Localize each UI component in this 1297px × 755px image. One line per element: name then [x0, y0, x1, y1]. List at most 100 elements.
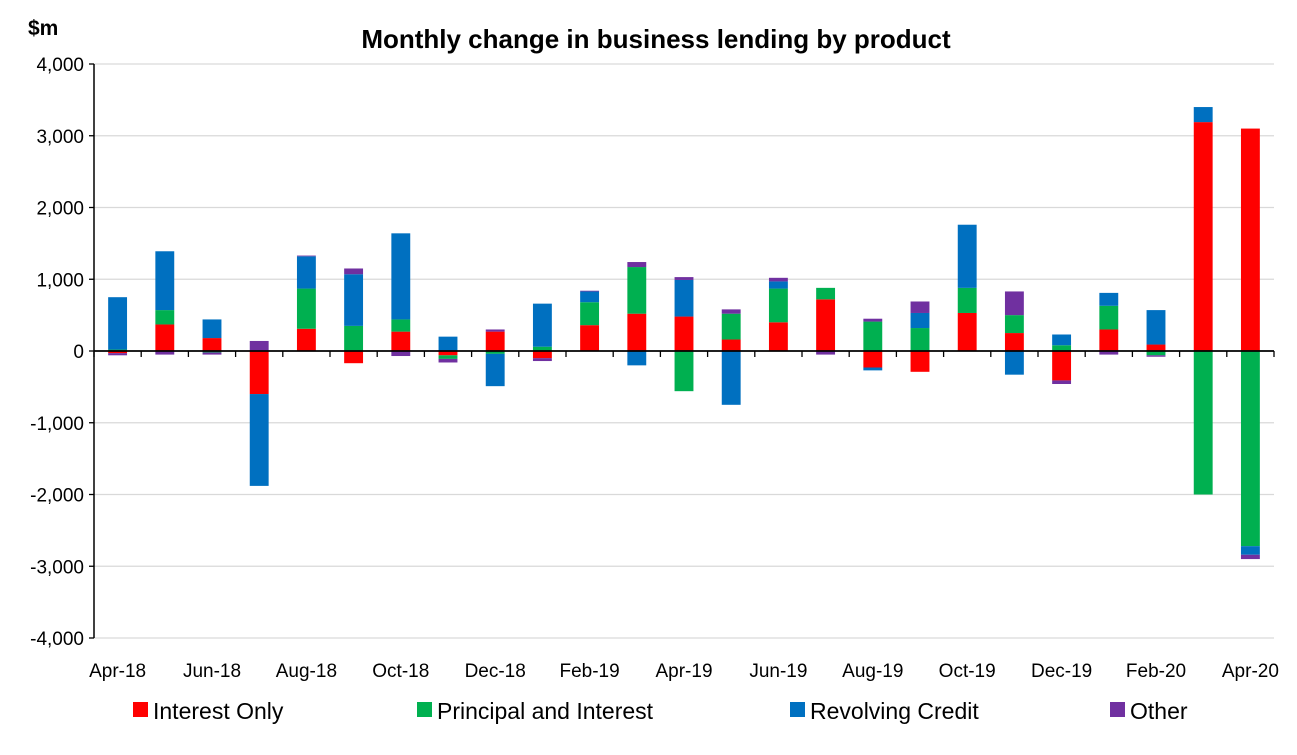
- bar-segment-revolving-credit: [1193, 107, 1213, 123]
- x-tick-label: Feb-20: [1126, 661, 1186, 682]
- y-tick-label: 2,000: [36, 199, 84, 220]
- bar-segment-revolving-credit: [1099, 292, 1119, 306]
- bar-segment-other: [202, 352, 222, 355]
- bar-segment-revolving-credit: [580, 291, 600, 303]
- y-axis-ticks: 4,000 3,000 2,000 1,000 0 -1,000 -2,000 -3,000 -…: [30, 55, 94, 650]
- bar-segment-revolving-credit: [249, 394, 269, 486]
- y-tick-label: 4,000: [36, 55, 84, 76]
- chart-title: Monthly change in business lending by pr…: [361, 24, 951, 54]
- bar-segment-other: [438, 358, 458, 363]
- legend-label: Principal and Interest: [437, 698, 654, 724]
- legend-label: Revolving Credit: [810, 698, 979, 724]
- bar-segment-revolving-credit: [108, 297, 128, 350]
- bar-segment-other: [674, 277, 694, 280]
- bar-segment-principal-and-interest: [532, 346, 552, 351]
- x-tick-label: Aug-19: [842, 661, 903, 682]
- bar-segment-other: [1052, 380, 1072, 385]
- bar-segment-revolving-credit: [344, 274, 364, 326]
- bar-segment-principal-and-interest: [155, 310, 175, 325]
- x-tick-label: Apr-19: [655, 661, 712, 682]
- bar-segment-interest-only: [249, 351, 269, 395]
- bar-segment-interest-only: [202, 338, 222, 351]
- bar-segment-interest-only: [768, 322, 788, 351]
- bar-segment-interest-only: [391, 331, 411, 351]
- bar-segment-other: [1099, 351, 1119, 355]
- legend-label: Other: [1130, 698, 1188, 724]
- bar-segment-interest-only: [957, 312, 977, 351]
- bar-segment-principal-and-interest: [391, 319, 411, 332]
- bar-segment-revolving-credit: [438, 336, 458, 351]
- bar-segment-principal-and-interest: [344, 325, 364, 351]
- bar-segment-principal-and-interest: [1099, 305, 1119, 330]
- bar-segment-revolving-credit: [1146, 310, 1166, 345]
- x-tick-label: Oct-18: [372, 661, 429, 682]
- x-tick-label: Apr-20: [1222, 661, 1279, 682]
- bar-segment-revolving-credit: [391, 233, 411, 320]
- legend-swatch: [1110, 702, 1125, 717]
- bar-segment-interest-only: [1099, 329, 1119, 351]
- bar-segment-principal-and-interest: [910, 328, 930, 351]
- x-tick-label: Apr-18: [89, 661, 146, 682]
- bar-segment-principal-and-interest: [816, 287, 836, 300]
- bar-segment-other: [391, 351, 411, 357]
- bar-segment-interest-only: [627, 313, 647, 351]
- bar-segment-principal-and-interest: [296, 288, 316, 329]
- bar-segment-principal-and-interest: [863, 321, 883, 351]
- bar-segment-revolving-credit: [910, 312, 930, 329]
- bar-segment-other: [108, 353, 128, 356]
- bar-segment-principal-and-interest: [768, 288, 788, 323]
- y-tick-label: 3,000: [36, 127, 84, 148]
- bar-segment-interest-only: [532, 351, 552, 359]
- bar-segment-other: [816, 351, 836, 355]
- y-tick-label: -2,000: [30, 486, 84, 507]
- bar-segment-interest-only: [108, 351, 128, 354]
- bar-segment-interest-only: [863, 351, 883, 368]
- legend: Interest Only Principal and Interest Revol…: [133, 698, 1188, 724]
- bar-segment-revolving-credit: [1052, 334, 1072, 346]
- bar-segment-principal-and-interest: [485, 351, 505, 354]
- bar-segment-other: [768, 277, 788, 282]
- bar-segment-revolving-credit: [768, 281, 788, 289]
- y-tick-label: -4,000: [30, 629, 84, 650]
- bars: [108, 107, 1260, 560]
- bar-segment-interest-only: [721, 339, 741, 351]
- bar-segment-principal-and-interest: [1193, 351, 1213, 495]
- bar-segment-other: [532, 358, 552, 362]
- legend-label: Interest Only: [153, 698, 284, 724]
- bar-segment-revolving-credit: [721, 351, 741, 405]
- bar-segment-revolving-credit: [1004, 351, 1024, 375]
- bar-segment-other: [863, 318, 883, 322]
- x-tick-label: Dec-18: [465, 661, 526, 682]
- bar-segment-principal-and-interest: [1004, 315, 1024, 334]
- bar-segment-other: [344, 268, 364, 275]
- bar-segment-other: [627, 262, 647, 268]
- bar-segment-revolving-credit: [296, 256, 316, 289]
- bar-segment-interest-only: [1193, 122, 1213, 352]
- bar-segment-interest-only: [438, 351, 458, 356]
- bar-segment-revolving-credit: [674, 279, 694, 317]
- y-tick-label: 0: [73, 342, 84, 363]
- bar-segment-interest-only: [155, 324, 175, 351]
- x-tick-label: Jun-19: [749, 661, 807, 682]
- legend-swatch: [133, 702, 148, 717]
- bar-segment-other: [1240, 554, 1260, 560]
- bar-segment-interest-only: [485, 331, 505, 351]
- x-tick-label: Aug-18: [276, 661, 337, 682]
- bar-segment-principal-and-interest: [674, 351, 694, 392]
- bar-segment-other: [1146, 355, 1166, 357]
- bar-segment-other: [910, 301, 930, 313]
- bar-segment-revolving-credit: [155, 251, 175, 311]
- bar-segment-interest-only: [1146, 344, 1166, 351]
- legend-swatch: [417, 702, 432, 717]
- bar-segment-revolving-credit: [532, 303, 552, 347]
- bar-segment-principal-and-interest: [1240, 351, 1260, 547]
- bar-segment-revolving-credit: [1240, 546, 1260, 555]
- bar-segment-other: [155, 351, 175, 355]
- x-axis-ticks: Apr-18 Jun-18 Aug-18 Oct-18 Dec-18 Feb-19 Apr-…: [89, 351, 1279, 682]
- y-tick-label: -1,000: [30, 414, 84, 435]
- bar-segment-principal-and-interest: [438, 355, 458, 359]
- bar-segment-principal-and-interest: [1052, 345, 1072, 351]
- bar-segment-principal-and-interest: [1146, 351, 1166, 356]
- bar-segment-interest-only: [580, 325, 600, 351]
